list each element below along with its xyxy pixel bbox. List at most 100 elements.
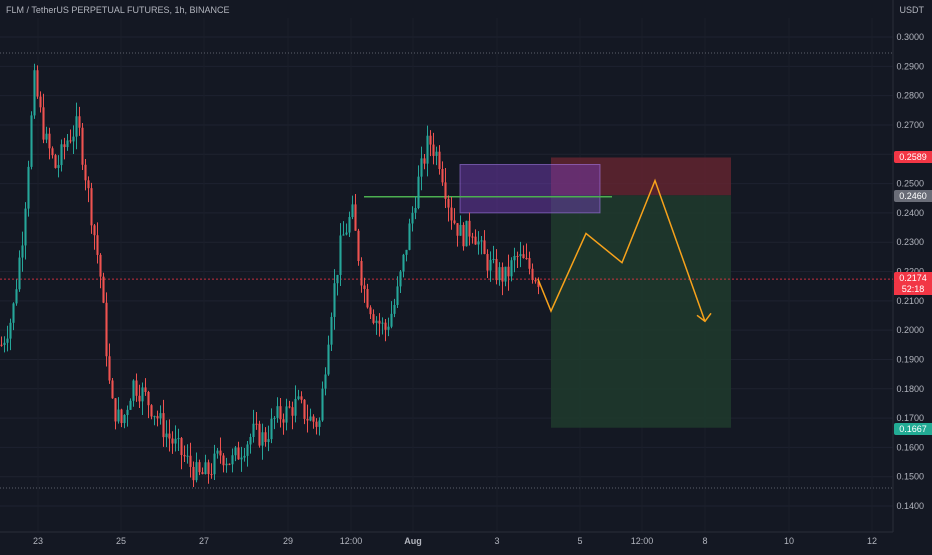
candle-body [360,261,363,286]
candle-body [345,232,348,235]
candle-body [243,455,246,458]
candle-body [168,433,171,439]
time-tick-label: 12:00 [340,536,363,546]
time-tick-label: 10 [784,536,794,546]
candle-body [477,241,480,245]
candle-body [495,258,498,281]
candle-body [102,276,105,303]
supply-zone-box [459,164,601,214]
candle-body [333,283,336,317]
candle-body [9,322,12,339]
candle-body [315,421,318,427]
candle-body [45,133,48,140]
candle-body [384,322,387,330]
candle-body [276,406,279,418]
candle-body [378,320,381,324]
candle-body [48,133,51,149]
candle-body [192,466,195,481]
candle-body [273,417,276,419]
price-tick-label: 0.1600 [896,442,924,452]
candle-body [3,342,6,346]
candle-body [207,462,210,475]
candle-body [522,254,525,259]
candle-body [231,455,234,465]
candle-body [444,182,447,199]
candle-body [36,70,39,97]
candle-body [33,70,36,116]
candle-body [120,409,123,424]
candle-body [6,338,9,343]
candle-body [528,258,531,269]
price-tick-label: 0.2100 [896,296,924,306]
candle-body [267,439,270,442]
candle-body [513,255,516,261]
candle-body [489,259,492,271]
candle-body [270,418,273,440]
candle-body [411,212,414,224]
candle-body [75,116,78,137]
candle-body [480,240,483,242]
target-price-tag: 0.1667 [894,423,932,435]
candle-body [174,438,177,444]
price-tick-label: 0.2000 [896,325,924,335]
candle-body [357,230,360,262]
candle-body [135,380,138,396]
candle-body [258,423,261,446]
candle-body [510,260,513,277]
price-tick-label: 0.1900 [896,354,924,364]
candle-body [423,158,426,164]
candle-body [468,220,471,237]
candle-body [138,395,141,402]
candle-body [396,286,399,305]
candle-body [141,387,144,402]
candle-body [111,380,114,399]
last-price-tag: 0.2174 [894,272,932,284]
candle-body [381,322,384,324]
entry-price-tag: 0.2460 [894,190,932,202]
candle-body [504,266,507,282]
price-tick-label: 0.1700 [896,413,924,423]
candle-body [39,96,42,108]
candle-body [156,416,159,419]
candle-body [150,405,153,417]
candle-body [531,268,534,280]
candle-body [54,155,57,168]
candle-body [447,198,450,208]
candle-body [180,438,183,455]
candle-body [234,447,237,456]
candle-body [492,258,495,260]
candle-body [312,416,315,422]
candle-body [486,254,489,271]
price-tick-label: 0.1800 [896,384,924,394]
bar-countdown: 52:18 [894,283,932,295]
stop-price-tag: 0.2589 [894,151,932,163]
candle-body [459,224,462,236]
candle-body [303,399,306,419]
candle-body [96,235,99,255]
projection-arrow-head [696,312,712,323]
candle-body [420,158,423,177]
candle-body [51,148,54,156]
price-tick-label: 0.1500 [896,472,924,482]
candle-body [123,415,126,424]
candle-body [237,447,240,460]
candle-body [438,151,441,170]
candle-body [471,236,474,238]
candle-body [84,164,87,181]
candle-body [222,455,225,466]
price-tick-label: 0.2400 [896,208,924,218]
candle-body [213,453,216,475]
candle-body [537,281,540,287]
candle-body [228,463,231,465]
candle-body [363,285,366,289]
candle-body [408,223,411,250]
candle-body [171,438,174,444]
time-tick-label: Aug [404,536,422,546]
candle-body [210,474,213,476]
candle-body [339,235,342,275]
candle-body [348,217,351,233]
candle-body [450,207,453,221]
candle-body [375,320,378,323]
